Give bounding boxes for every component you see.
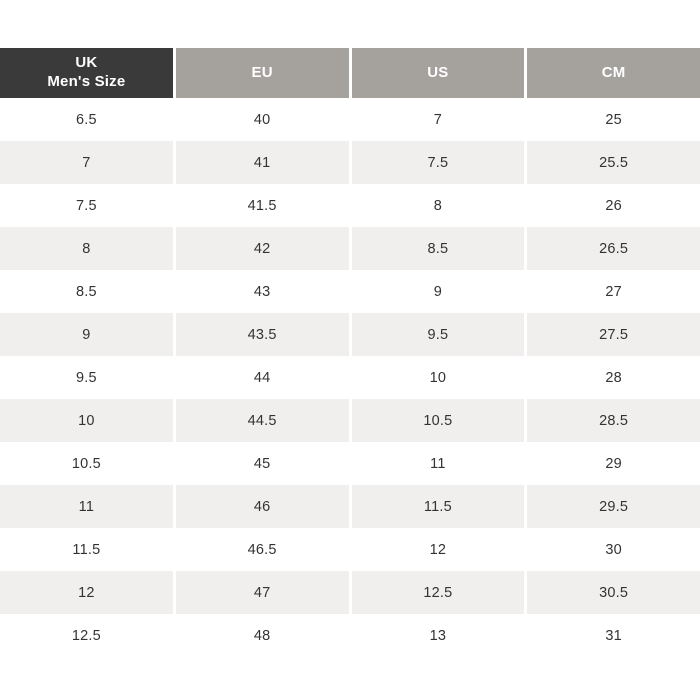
cell-us: 10.5 — [351, 399, 525, 442]
cell-us: 13 — [351, 614, 525, 657]
cell-uk: 7.5 — [0, 184, 173, 227]
cell-us: 9.5 — [351, 313, 525, 356]
cell-uk: 7 — [0, 141, 173, 184]
cell-eu: 46 — [175, 485, 349, 528]
cell-uk: 9 — [0, 313, 173, 356]
cell-us: 8.5 — [351, 227, 525, 270]
cell-us: 12 — [351, 528, 525, 571]
cell-uk: 9.5 — [0, 356, 173, 399]
cell-uk: 11 — [0, 485, 173, 528]
cell-eu: 48 — [175, 614, 349, 657]
cell-us: 7.5 — [351, 141, 525, 184]
cell-us: 11 — [351, 442, 525, 485]
cell-cm: 27 — [527, 270, 700, 313]
cell-eu: 44 — [175, 356, 349, 399]
cell-us: 11.5 — [351, 485, 525, 528]
cell-eu: 41.5 — [175, 184, 349, 227]
size-conversion-table: UK Men's Size EU US CM 6.5 40 7 25 7 41 … — [0, 48, 700, 657]
cell-us: 10 — [351, 356, 525, 399]
cell-cm: 30 — [527, 528, 700, 571]
cell-cm: 31 — [527, 614, 700, 657]
cell-uk: 10 — [0, 399, 173, 442]
cell-uk: 10.5 — [0, 442, 173, 485]
cell-eu: 45 — [175, 442, 349, 485]
cell-cm: 29 — [527, 442, 700, 485]
cell-eu: 47 — [175, 571, 349, 614]
cell-uk: 8 — [0, 227, 173, 270]
cell-us: 9 — [351, 270, 525, 313]
cell-cm: 29.5 — [527, 485, 700, 528]
cell-uk: 8.5 — [0, 270, 173, 313]
cell-uk: 11.5 — [0, 528, 173, 571]
cell-cm: 27.5 — [527, 313, 700, 356]
column-header-uk-mens-size: UK Men's Size — [0, 48, 173, 98]
cell-uk: 12.5 — [0, 614, 173, 657]
cell-uk: 12 — [0, 571, 173, 614]
column-header-eu: EU — [175, 48, 349, 98]
cell-eu: 44.5 — [175, 399, 349, 442]
cell-eu: 46.5 — [175, 528, 349, 571]
cell-uk: 6.5 — [0, 98, 173, 141]
cell-cm: 25 — [527, 98, 700, 141]
cell-eu: 42 — [175, 227, 349, 270]
cell-us: 8 — [351, 184, 525, 227]
cell-us: 12.5 — [351, 571, 525, 614]
cell-eu: 43 — [175, 270, 349, 313]
cell-eu: 43.5 — [175, 313, 349, 356]
cell-eu: 41 — [175, 141, 349, 184]
column-header-us: US — [351, 48, 525, 98]
cell-cm: 25.5 — [527, 141, 700, 184]
cell-eu: 40 — [175, 98, 349, 141]
column-header-cm: CM — [527, 48, 700, 98]
cell-cm: 28 — [527, 356, 700, 399]
cell-cm: 26 — [527, 184, 700, 227]
cell-cm: 26.5 — [527, 227, 700, 270]
cell-cm: 30.5 — [527, 571, 700, 614]
cell-us: 7 — [351, 98, 525, 141]
cell-cm: 28.5 — [527, 399, 700, 442]
